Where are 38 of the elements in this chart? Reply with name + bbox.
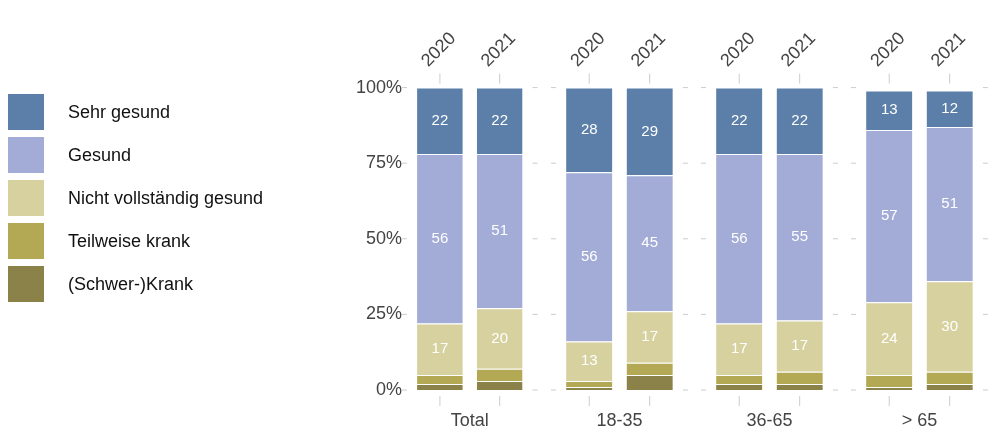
data-label: 22 <box>730 110 748 128</box>
data-label: 13 <box>880 100 898 118</box>
legend-label: Sehr gesund <box>68 101 171 123</box>
data-label: 51 <box>491 221 509 239</box>
data-label: 13 <box>580 351 598 369</box>
data-label: 56 <box>730 228 748 246</box>
data-label: 24 <box>880 328 898 346</box>
data-label: 12 <box>941 98 959 116</box>
data-label: 17 <box>431 339 449 357</box>
legend-label: Nicht vollständig gesund <box>68 187 264 209</box>
data-label: 20 <box>491 328 509 346</box>
x-axis-title: > 65 <box>901 409 938 430</box>
data-label: 30 <box>941 316 959 334</box>
y-tick-label: 50% <box>366 227 403 248</box>
y-tick-label: 100% <box>355 76 403 97</box>
data-label: 22 <box>791 110 809 128</box>
data-label: 28 <box>580 120 598 138</box>
data-label: 56 <box>431 228 449 246</box>
x-axis-title: Total <box>450 409 489 430</box>
data-label: 22 <box>431 110 449 128</box>
legend-label: Teilweise krank <box>68 230 191 252</box>
y-tick-label: 0% <box>376 378 403 399</box>
y-tick-label: 25% <box>366 303 403 324</box>
x-axis-title: 36-65 <box>746 409 793 430</box>
legend-label: Gesund <box>68 144 132 166</box>
data-label: 55 <box>791 227 809 245</box>
data-label: 17 <box>641 327 659 345</box>
data-label: 51 <box>941 194 959 212</box>
data-label: 22 <box>491 110 509 128</box>
x-axis-title: 18-35 <box>596 409 643 430</box>
data-label: 17 <box>730 339 748 357</box>
data-label: 45 <box>641 233 659 251</box>
y-tick-label: 75% <box>366 152 403 173</box>
data-label: 29 <box>641 121 659 139</box>
data-label: 56 <box>580 247 598 265</box>
data-label: 57 <box>880 206 898 224</box>
data-label: 17 <box>791 336 809 354</box>
legend-label: (Schwer-)Krank <box>68 273 194 295</box>
